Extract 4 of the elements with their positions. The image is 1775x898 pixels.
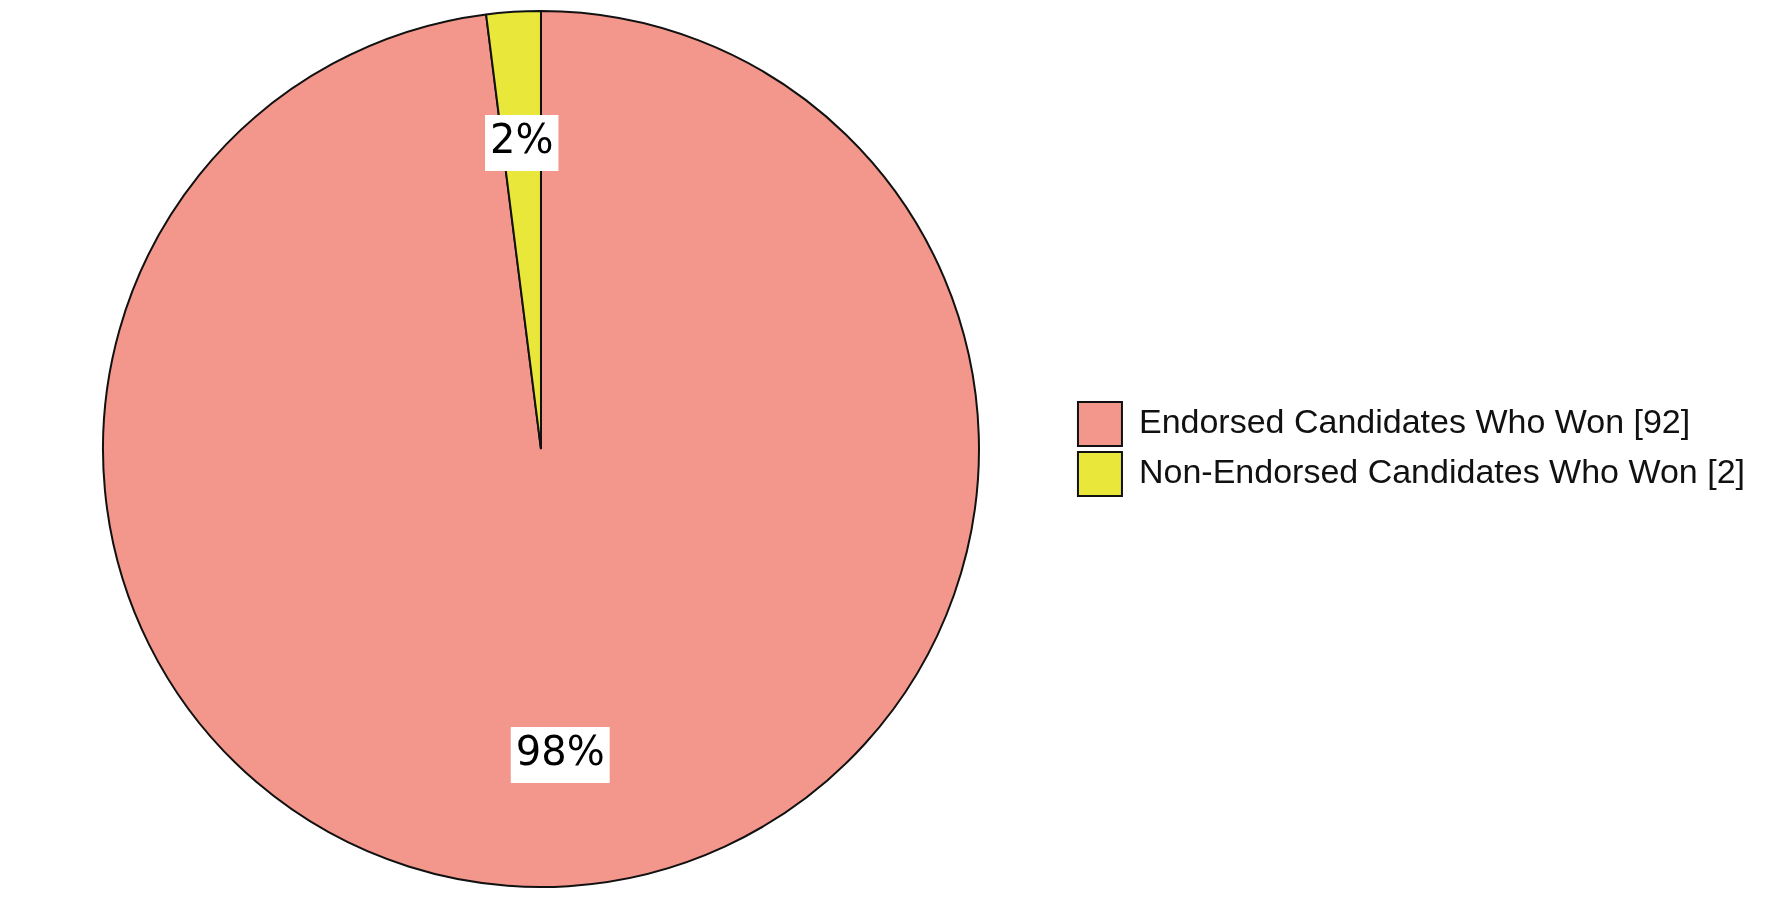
data-label: 98% xyxy=(515,728,605,775)
data-label: 2% xyxy=(489,116,554,163)
legend-label: Endorsed Candidates Who Won [92] xyxy=(1138,402,1691,441)
legend-label: Non-Endorsed Candidates Who Won [2] xyxy=(1138,452,1746,491)
